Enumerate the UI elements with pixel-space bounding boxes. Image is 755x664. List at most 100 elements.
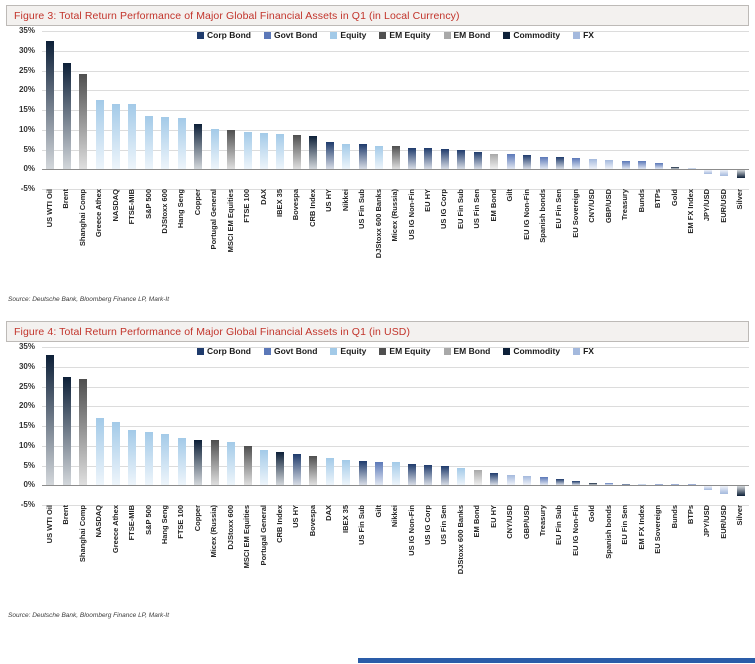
x-axis-label: Treasury: [620, 189, 630, 221]
bar-em-fx-index: [638, 484, 647, 486]
x-label-slot: US Fin Sen: [469, 189, 485, 291]
x-axis-label: Portugal General: [209, 189, 219, 250]
x-axis-label: US Fin Sub: [357, 505, 367, 545]
bar-gilt: [375, 461, 384, 486]
bar-portugal-general: [210, 129, 219, 170]
x-axis-label: US IG Non-Fin: [406, 189, 416, 240]
bar-eur-usd: [720, 486, 729, 495]
bar-us-wti-oil: [46, 40, 55, 170]
x-axis-label: Silver: [735, 189, 745, 210]
bar-gold: [671, 167, 679, 170]
x-axis-label: S&P 500: [143, 505, 153, 535]
x-label-slot: S&P 500: [141, 189, 157, 291]
x-axis-label: EUR/USD: [718, 505, 728, 539]
gridline: [42, 386, 749, 388]
x-axis-label: Nikkei: [340, 189, 350, 212]
figure3-title: Figure 3: Total Return Performance of Ma…: [6, 5, 749, 26]
x-label-slot: EM FX Index: [634, 505, 650, 607]
x-label-slot: Micex (Russia): [206, 505, 222, 607]
bar-djstoxx-600: [227, 441, 236, 486]
legend-swatch-icon: [197, 31, 205, 39]
x-axis-label: EU HY: [422, 189, 432, 212]
bar-treasury: [539, 477, 548, 486]
x-axis-label: EM Bond: [472, 505, 482, 538]
y-axis-tick-label: 15%: [18, 105, 35, 114]
x-axis-label: EU IG Non-Fin: [570, 505, 580, 556]
x-axis-label: CRB Index: [275, 505, 285, 543]
plot-area: 35% 30% 25% 20% 15% 10% 5% 0% -5% Corp Bond Govt B…: [19, 26, 749, 193]
x-label-slot: Gold: [667, 189, 683, 291]
x-label-slot: US IG Non-Fin: [404, 189, 420, 291]
figure4-source-note: Source: Deutsche Bank, Bloomberg Finance…: [8, 612, 170, 619]
x-label-slot: FTSE-MIB: [124, 189, 140, 291]
x-label-slot: US WTI Oil: [42, 505, 58, 607]
x-label-slot: Shanghai Comp: [75, 189, 91, 291]
x-axis-label: Gilt: [505, 189, 515, 202]
x-axis-label: MSCI EM Equities: [242, 505, 252, 569]
x-label-slot: Treasury: [535, 505, 551, 607]
y-axis-tick-label: -5%: [20, 500, 35, 509]
x-label-slot: US Fin Sub: [354, 189, 370, 291]
y-axis-tick-label: 30%: [18, 45, 35, 55]
x-axis-label: IBEX 35: [275, 189, 285, 217]
x-label-slot: DJStoxx 600: [157, 189, 173, 291]
x-axis-label: Hang Seng: [159, 505, 169, 545]
x-axis-label: Greece Athex: [110, 505, 120, 554]
x-axis-label: US HY: [324, 189, 334, 212]
gridline: [42, 110, 749, 111]
x-axis-label: DJStoxx 600: [159, 189, 169, 234]
figure4-plot-body: 35% 30% 25% 20% 15% 10% 5% 0% -5% Corp Bond Govt B…: [6, 342, 749, 607]
x-axis-label: Gilt: [373, 505, 383, 518]
bar-treasury: [621, 160, 630, 170]
x-axis-label: US Fin Sen: [472, 189, 482, 229]
x-label-slot: Brent: [58, 505, 74, 607]
bar-us-hy: [292, 453, 301, 486]
y-axis-tick-label: 0%: [23, 480, 35, 490]
x-axis-label: S&P 500: [143, 189, 153, 219]
x-axis-label: US WTI Oil: [44, 505, 54, 544]
x-label-slot: EM FX Index: [683, 189, 699, 291]
x-axis-label: US IG Corp: [422, 505, 432, 546]
bar-nikkei: [342, 143, 351, 170]
x-label-slot: NASDAQ: [91, 505, 107, 607]
legend-swatch-icon: [443, 31, 451, 39]
x-axis-label: FTSE-MIB: [127, 189, 137, 225]
x-axis-label: EU HY: [488, 505, 498, 528]
x-axis-label: Shanghai Comp: [77, 189, 87, 247]
bar-eur-usd: [720, 170, 729, 177]
bar-eu-hy: [424, 148, 433, 170]
bar-cny-usd: [588, 159, 597, 170]
x-axis-labels: US WTI Oil Brent Shanghai Comp Greece Athex…: [42, 189, 749, 291]
bar-eu-sovereign: [572, 158, 581, 170]
bar-us-hy: [325, 141, 334, 170]
bar-us-fin-sub: [358, 460, 367, 486]
x-label-slot: Nikkei: [387, 505, 403, 607]
x-label-slot: GBP/USD: [519, 505, 535, 607]
legend-swatch-icon: [197, 347, 205, 355]
y-axis-tick-label: 35%: [18, 342, 35, 351]
x-axis-label: EM FX Index: [636, 505, 646, 550]
gridline: [42, 347, 749, 348]
bar-shanghai-comp: [79, 378, 88, 486]
x-axis-label: Greece Athex: [94, 189, 104, 238]
x-label-slot: EU IG Non-Fin: [568, 505, 584, 607]
bar-silver: [736, 486, 745, 497]
x-axis-label: Gold: [587, 505, 597, 523]
x-label-slot: Gold: [584, 505, 600, 607]
bar-eu-fin-sub: [457, 149, 466, 170]
x-label-slot: US Fin Sub: [354, 505, 370, 607]
x-label-slot: FTSE-MIB: [124, 505, 140, 607]
x-axis-label: FTSE-MIB: [127, 505, 137, 541]
bar-djstoxx-600-banks: [457, 467, 466, 486]
plot-area: 35% 30% 25% 20% 15% 10% 5% 0% -5% Corp Bond Govt B…: [19, 342, 749, 509]
y-axis-tick-label: 10%: [18, 124, 35, 134]
bar-bunds: [638, 161, 647, 170]
x-axis-label: CNY/USD: [505, 505, 515, 539]
x-axis-label: US IG Corp: [439, 189, 449, 230]
legend-swatch-icon: [573, 347, 581, 355]
bar-gilt: [506, 154, 515, 170]
x-label-slot: Greece Athex: [91, 189, 107, 291]
x-label-slot: US Fin Sen: [437, 505, 453, 607]
x-axis-label: Micex (Russia): [209, 505, 219, 558]
bar-jpy-usd: [703, 486, 712, 491]
